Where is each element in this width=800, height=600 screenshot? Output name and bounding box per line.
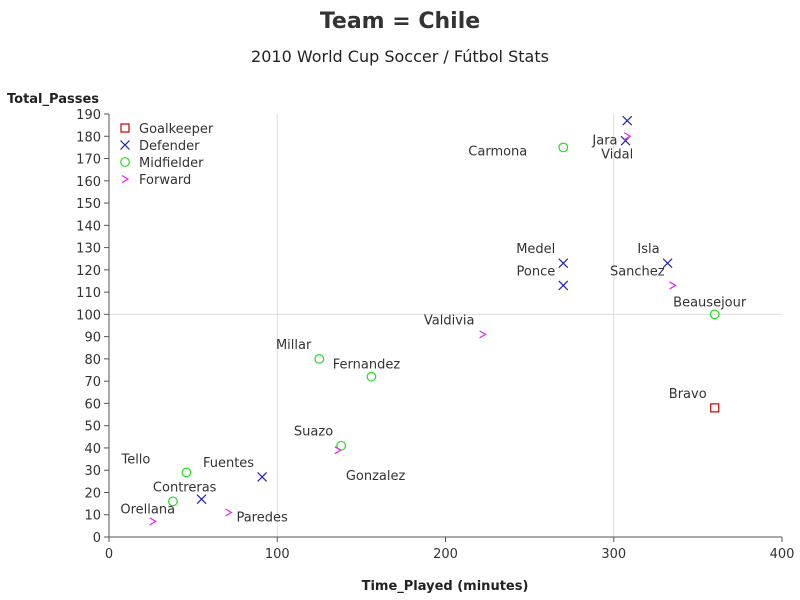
defender-point <box>558 280 569 291</box>
legend-midfielder-label: Midfielder <box>139 156 204 171</box>
point-label: Suazo <box>294 425 333 440</box>
y-tick-label: 20 <box>84 486 101 501</box>
point-label: Fernandez <box>333 358 401 373</box>
midfielder-point <box>709 309 720 320</box>
legend-defender-marker <box>120 140 130 150</box>
y-tick-label: 30 <box>84 464 101 479</box>
y-tick-label: 80 <box>84 353 101 368</box>
y-tick-label: 180 <box>76 130 101 145</box>
point-label: Sanchez <box>610 264 665 279</box>
y-tick-label: 130 <box>76 242 101 257</box>
x-tick-label: 400 <box>770 547 795 562</box>
point-label: Contreras <box>153 480 217 495</box>
midfielder-point <box>181 467 192 478</box>
y-tick-label: 90 <box>84 331 101 346</box>
midfielder-point <box>314 353 325 364</box>
x-tick-label: 300 <box>601 547 626 562</box>
y-axis-title: Total_Passes <box>7 92 99 107</box>
point-label: Ponce <box>517 264 556 279</box>
data-points <box>149 115 720 526</box>
point-label: Jara <box>591 134 617 149</box>
y-tick-label: 160 <box>76 175 101 190</box>
point-label: Millar <box>276 338 312 353</box>
forward-point <box>623 132 632 141</box>
y-tick-label: 100 <box>76 308 101 323</box>
defender-point <box>257 471 268 482</box>
midfielder-point <box>558 142 569 153</box>
chart-subtitle: 2010 World Cup Soccer / Fútbol Stats <box>251 47 549 66</box>
y-tick-label: 40 <box>84 442 101 457</box>
x-tick-label: 200 <box>433 547 458 562</box>
forward-point <box>669 281 677 290</box>
midfielder-point <box>366 371 377 382</box>
point-label: Beausejour <box>673 295 747 310</box>
legend: Goalkeeper Defender Midfielder Forward <box>120 122 214 188</box>
y-tick-label: 170 <box>76 153 101 168</box>
midfielder-point <box>168 496 178 507</box>
point-label: Vidal <box>601 147 633 162</box>
point-label: Fuentes <box>203 456 254 471</box>
forward-point <box>225 508 233 517</box>
y-tick-label: 0 <box>93 531 101 546</box>
point-label: Medel <box>516 242 555 257</box>
goalkeeper-point <box>710 403 720 413</box>
y-tick-label: 120 <box>76 264 101 279</box>
reference-lines <box>109 114 782 537</box>
forward-point <box>149 517 157 526</box>
axes: 0 10 20 30 40 50 60 70 80 90 100 110 120 130 140 150 160… <box>76 108 794 562</box>
point-label: Carmona <box>468 144 527 159</box>
y-tick-label: 140 <box>76 219 101 234</box>
forward-point <box>334 446 343 455</box>
legend-goalkeeper-marker <box>120 123 130 133</box>
y-tick-label: 10 <box>84 509 101 524</box>
point-label: Valdivia <box>424 313 475 328</box>
defender-point <box>622 115 633 126</box>
y-tick-label: 150 <box>76 197 101 212</box>
y-tick-label: 190 <box>76 108 101 123</box>
point-label: Isla <box>637 242 659 257</box>
point-label: Tello <box>120 452 150 467</box>
defender-point <box>196 494 207 505</box>
point-label: Paredes <box>236 511 288 526</box>
y-tick-label: 50 <box>84 420 101 435</box>
point-label: Gonzalez <box>346 469 406 484</box>
point-label: Orellana <box>120 502 175 517</box>
legend-goalkeeper-label: Goalkeeper <box>139 122 214 137</box>
legend-forward-marker <box>121 174 130 184</box>
legend-midfielder-marker <box>120 157 130 167</box>
defender-point <box>662 258 673 269</box>
y-tick-label: 70 <box>84 375 101 390</box>
legend-forward-label: Forward <box>139 173 191 188</box>
y-tick-label: 110 <box>76 286 101 301</box>
forward-point <box>479 330 487 339</box>
x-tick-label: 100 <box>265 547 290 562</box>
point-labels: Bravo Jara Medel Ponce Isla Fuentes Carmona Bea… <box>120 134 746 526</box>
y-tick-label: 60 <box>84 397 101 412</box>
defender-point <box>558 258 569 269</box>
x-tick-label: 0 <box>105 547 113 562</box>
chart-title: Team = Chile <box>319 9 481 34</box>
x-axis-title: Time_Played (minutes) <box>362 579 529 594</box>
point-label: Bravo <box>669 387 707 402</box>
legend-defender-label: Defender <box>139 139 200 154</box>
